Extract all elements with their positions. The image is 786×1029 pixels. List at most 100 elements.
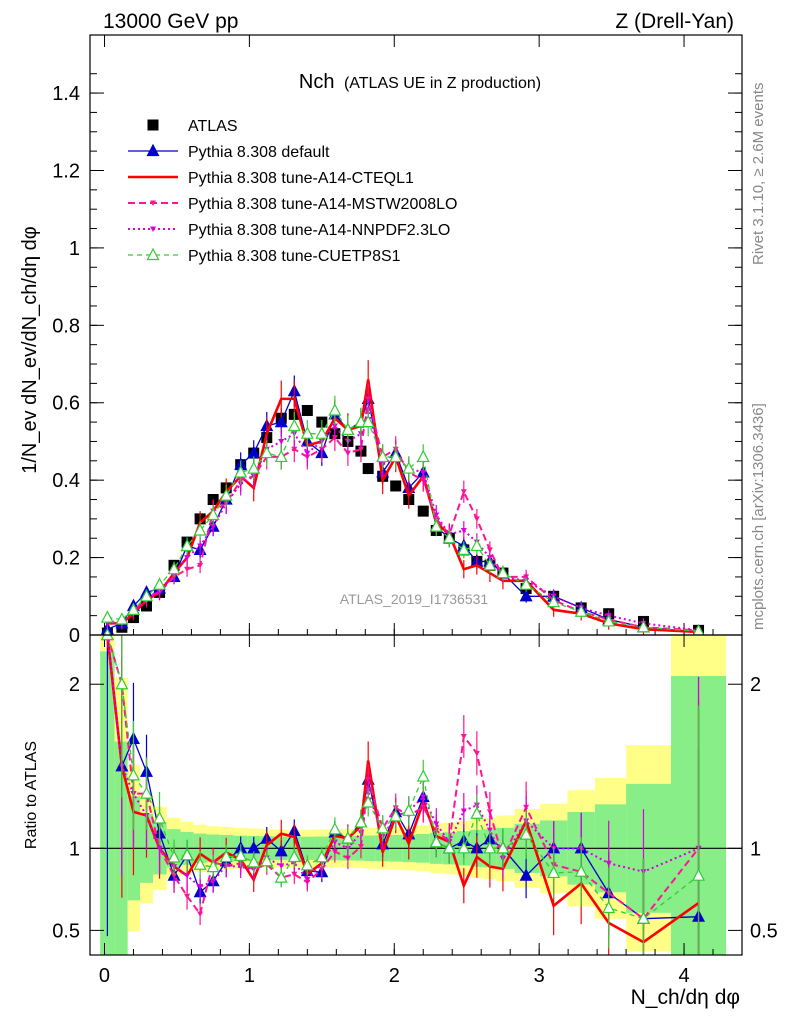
header-energy: 13000 GeV pp <box>103 10 238 33</box>
plot-title-sub: (ATLAS UE in Z production) <box>344 75 541 92</box>
ratio-data-point <box>341 831 355 844</box>
data-point <box>219 488 233 501</box>
legend-marker <box>150 226 156 232</box>
data-point <box>210 524 217 530</box>
data-point <box>274 449 288 463</box>
ratio-data-point <box>473 750 480 757</box>
y-tick-label: 0.2 <box>52 548 80 570</box>
ratio-data-point <box>126 768 140 781</box>
data-point <box>457 542 471 555</box>
ratio-data-point <box>184 893 191 900</box>
ratio-data-point <box>442 841 456 854</box>
data-point <box>197 543 204 549</box>
data-point <box>126 602 140 615</box>
ratio-data-point <box>457 841 471 854</box>
ratio-data-point <box>274 843 288 857</box>
x-axis-label: N_ch/dη dφ <box>631 986 740 1009</box>
ratio-data-point <box>605 860 612 867</box>
ratio-tick-label: 0.5 <box>52 920 80 942</box>
ratio-tick-label-right: 0.5 <box>750 920 778 942</box>
data-point <box>460 527 467 534</box>
ratio-data-point <box>420 794 427 801</box>
ratio-data-point <box>433 821 440 828</box>
ratio-data-point <box>234 848 248 861</box>
y-tick-label: 1 <box>69 238 80 260</box>
x-tick-label: 0 <box>99 965 110 987</box>
legend-marker <box>146 247 160 261</box>
data-point <box>389 449 403 463</box>
ratio-tick-label: 1 <box>69 838 80 860</box>
ratio-data-point <box>470 806 484 819</box>
legend-marker <box>150 200 156 206</box>
ratio-data-point <box>331 839 338 846</box>
data-point <box>247 461 261 474</box>
data-point <box>602 614 616 627</box>
data-point <box>180 538 194 552</box>
data-point <box>483 558 497 571</box>
rivet-label: Rivet 3.1.10, ≥ 2.6M events <box>750 83 767 266</box>
ratio-data-point <box>153 811 167 824</box>
ratio-data-point <box>304 876 311 883</box>
ratio-series-5 <box>100 627 706 955</box>
data-point <box>390 480 402 492</box>
ratio-data-point <box>184 873 191 879</box>
header-process: Z (Drell-Yan) <box>615 10 734 33</box>
data-point <box>153 577 167 590</box>
data-point <box>184 555 191 561</box>
ratio-data-point <box>115 676 129 690</box>
ratio-data-point <box>429 834 443 848</box>
y-tick-label: 0.8 <box>52 315 80 337</box>
data-point <box>315 426 329 439</box>
ratio-data-point <box>460 808 467 815</box>
data-point <box>429 519 443 532</box>
ratio-data-point <box>361 795 375 808</box>
data-point <box>304 450 311 457</box>
ratio-data-point <box>156 845 163 852</box>
ratio-data-point <box>197 911 204 917</box>
ratio-data-point <box>300 858 314 871</box>
data-point <box>636 619 650 633</box>
data-point <box>362 463 374 475</box>
legend-label: ATLAS <box>188 118 238 135</box>
ratio-axis-label: Ratio to ATLAS <box>23 741 40 849</box>
main-plot-area <box>90 35 742 639</box>
y-tick-label: 0.6 <box>52 393 80 415</box>
data-point <box>300 426 314 439</box>
ratio-data-point <box>354 815 368 828</box>
ratio-frame <box>89 634 743 956</box>
data-point <box>328 403 342 416</box>
analysis-watermark: ATLAS_2019_I1736531 <box>340 591 489 607</box>
x-tick-label: 2 <box>389 965 400 987</box>
x-tick-label: 4 <box>678 965 689 987</box>
data-point <box>301 404 313 416</box>
ratio-data-point <box>460 733 467 740</box>
ratio-data-point <box>376 821 390 834</box>
data-point <box>197 562 204 569</box>
ratio-data-point <box>100 627 114 641</box>
ratio-plot-area <box>90 627 742 955</box>
ratio-data-point <box>193 857 207 870</box>
ratio-tick-label-right: 1 <box>750 838 761 860</box>
ratio-data-point <box>602 900 616 914</box>
data-point <box>361 414 375 428</box>
plot-title-main: Nch <box>299 71 335 93</box>
data-point <box>100 610 114 623</box>
ratio-data-point <box>357 844 364 850</box>
ratio-data-point <box>274 870 288 883</box>
data-point <box>156 589 163 596</box>
legend-label: Pythia 8.308 tune-A14-MSTW2008LO <box>188 196 457 213</box>
data-point <box>519 577 533 590</box>
ratio-tick-label-right: 2 <box>750 674 761 696</box>
ratio-data-point <box>328 822 342 835</box>
x-tick-label: 1 <box>244 965 255 987</box>
data-point <box>115 612 129 625</box>
ratio-data-point <box>278 863 285 869</box>
data-point <box>274 414 288 428</box>
data-point <box>420 469 427 476</box>
ratio-data-point <box>496 841 510 854</box>
legend-label: Pythia 8.308 tune-A14-NNPDF2.3LO <box>188 222 450 239</box>
ratio-data-point <box>574 864 588 877</box>
ratio-data-point <box>519 868 533 881</box>
data-point <box>473 516 480 522</box>
